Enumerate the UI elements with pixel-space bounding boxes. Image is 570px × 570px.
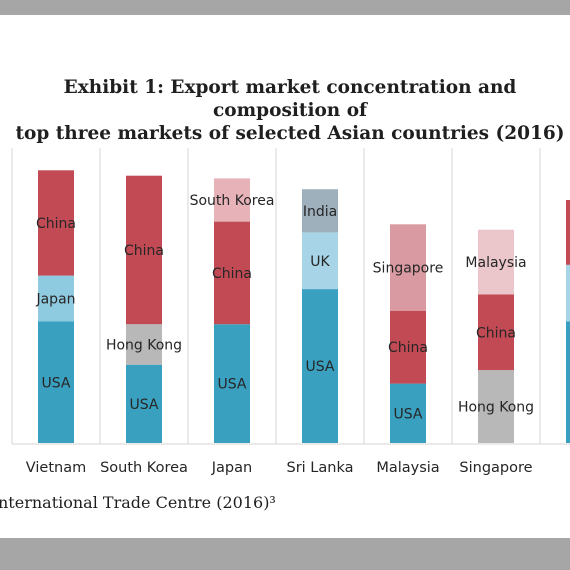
segment-label: China <box>476 325 516 341</box>
bar-segment <box>566 200 570 265</box>
segment-label: USA <box>130 397 159 413</box>
bar-segment <box>302 189 338 233</box>
segment-label: China <box>388 340 428 356</box>
category-label: South Korea <box>100 460 188 476</box>
segment-label: China <box>124 243 164 259</box>
chart-title-line-1: Exhibit 1: Export market concentration a… <box>63 77 517 121</box>
bar-segment <box>126 175 162 325</box>
top-border-band <box>0 0 570 15</box>
bar-segment <box>478 294 514 371</box>
bar-segment <box>38 275 74 322</box>
category-label: Malaysia <box>376 460 439 476</box>
bar-segment <box>214 221 250 325</box>
category-label: Sri Lanka <box>287 460 354 476</box>
bar-segment <box>126 324 162 365</box>
bar-segment <box>390 224 426 311</box>
bar-segment <box>126 364 162 443</box>
segment-label: USA <box>218 377 247 393</box>
segment-label: Japan <box>35 292 75 308</box>
source-note: nternational Trade Centre (2016)³ <box>0 493 276 512</box>
category-label: Japan <box>211 460 252 476</box>
bar-segment <box>38 321 74 443</box>
segment-label: China <box>212 266 252 282</box>
segment-label: China <box>36 216 76 232</box>
bottom-border-band <box>0 538 570 570</box>
segment-label: USA <box>394 406 423 422</box>
bar-segment <box>302 289 338 443</box>
chart-title: Exhibit 1: Export market concentration a… <box>0 76 570 145</box>
bar-segment <box>38 170 74 276</box>
bar-segment <box>390 383 426 443</box>
bar-segment <box>390 310 426 384</box>
bar-segment <box>478 370 514 443</box>
bar-segment <box>566 264 570 322</box>
bar-segment <box>566 321 570 443</box>
segment-label: Singapore <box>373 261 444 277</box>
segment-label: UK <box>310 254 330 270</box>
bar-segment <box>214 178 250 222</box>
bar-segment <box>478 229 514 295</box>
segment-label: India <box>303 204 337 220</box>
segment-label: South Korea <box>190 193 275 209</box>
segment-label: USA <box>306 359 335 375</box>
segment-label: Hong Kong <box>458 400 534 416</box>
bar-segment <box>302 232 338 290</box>
category-label: Vietnam <box>26 460 86 476</box>
segment-label: Malaysia <box>465 255 526 271</box>
category-label: Singapore <box>459 460 532 476</box>
bar-segment <box>214 324 250 443</box>
chart-title-line-2: top three markets of selected Asian coun… <box>15 123 565 144</box>
segment-label: Hong Kong <box>106 337 182 353</box>
segment-label: USA <box>42 375 71 391</box>
